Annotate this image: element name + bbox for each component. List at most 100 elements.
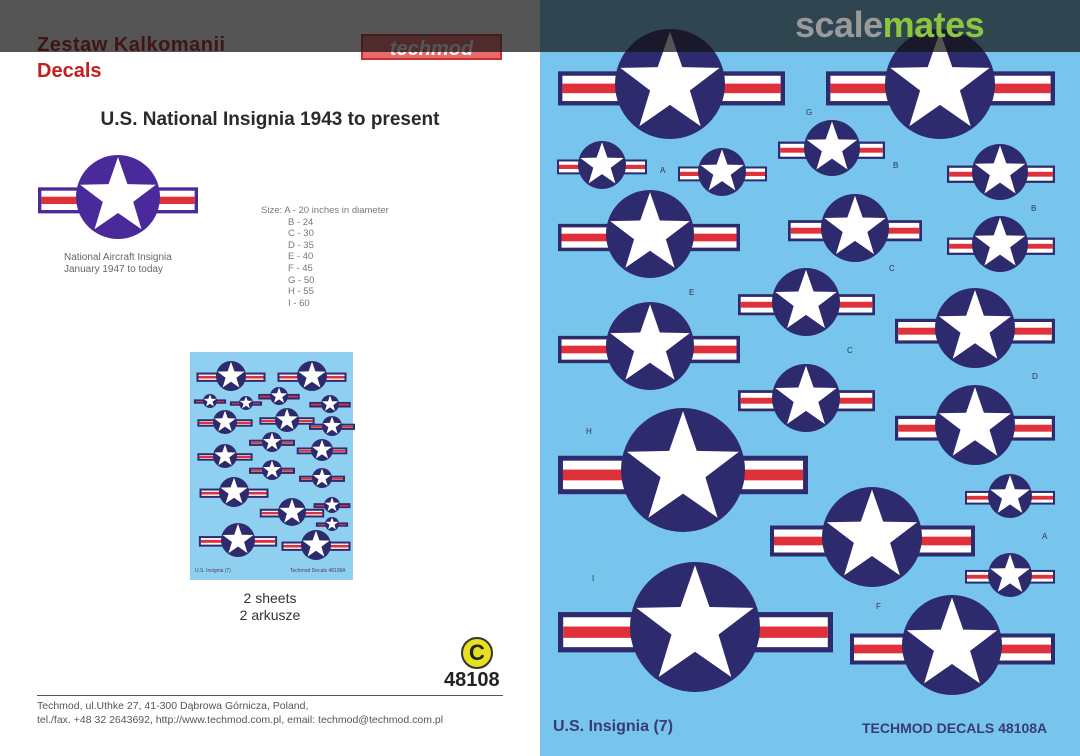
size-letter-label: B bbox=[893, 161, 899, 170]
star-icon bbox=[938, 387, 1012, 456]
national-insignia bbox=[196, 361, 266, 391]
national-insignia bbox=[558, 29, 785, 139]
national-insignia bbox=[778, 120, 885, 176]
product-code: 48108 bbox=[444, 669, 500, 691]
national-insignia bbox=[947, 144, 1055, 200]
national-insignia bbox=[558, 190, 740, 278]
star-icon bbox=[325, 517, 339, 530]
size-item: F - 45 bbox=[288, 262, 313, 274]
star-icon bbox=[279, 498, 305, 523]
size-letter-label: E bbox=[689, 288, 695, 297]
national-insignia bbox=[965, 474, 1055, 518]
star-icon bbox=[990, 554, 1030, 592]
star-icon bbox=[203, 394, 217, 407]
size-letter-label: I bbox=[592, 574, 595, 583]
title-english: Decals bbox=[37, 60, 102, 82]
star-icon bbox=[775, 365, 837, 425]
sheet-footer-left: U.S. Insignia (7) bbox=[553, 718, 674, 735]
national-insignia bbox=[197, 444, 253, 468]
star-icon bbox=[323, 416, 341, 434]
size-item: H - 55 bbox=[288, 286, 314, 298]
national-insignia bbox=[258, 387, 300, 405]
size-letter-label: G bbox=[806, 108, 813, 117]
national-insignia bbox=[850, 595, 1055, 695]
size-letter-label: C bbox=[889, 264, 895, 273]
sheets-note: 2 sheets 2 arkusze bbox=[0, 590, 540, 624]
star-icon bbox=[302, 530, 330, 557]
national-insignia bbox=[770, 487, 975, 587]
national-insignia bbox=[193, 394, 227, 408]
star-icon bbox=[806, 121, 858, 170]
divider bbox=[37, 695, 503, 696]
size-list: Size: A - 20 inches in diameter B - 24 C… bbox=[261, 205, 389, 309]
address: Techmod, ul.Uthke 27, 41-300 Dąbrowa Gór… bbox=[37, 699, 443, 727]
star-icon bbox=[321, 395, 339, 411]
size-item: D - 35 bbox=[288, 239, 314, 251]
star-icon bbox=[610, 304, 690, 380]
star-icon bbox=[217, 361, 245, 388]
scalemates-watermark: scalemates bbox=[795, 4, 985, 46]
size-letter-label: F bbox=[876, 602, 881, 611]
star-icon bbox=[620, 31, 720, 127]
size-letter-label: A bbox=[1042, 532, 1048, 541]
national-insignia bbox=[299, 468, 345, 488]
national-insignia bbox=[558, 302, 740, 390]
star-icon bbox=[276, 408, 298, 430]
star-icon bbox=[974, 145, 1026, 194]
star-icon bbox=[239, 396, 253, 409]
national-insignia bbox=[788, 194, 922, 262]
address-line: Techmod, ul.Uthke 27, 41-300 Dąbrowa Gór… bbox=[37, 700, 309, 712]
national-insignia bbox=[259, 408, 315, 432]
national-insignia bbox=[557, 141, 647, 189]
national-insignia bbox=[249, 432, 295, 452]
star-icon bbox=[263, 460, 281, 478]
star-icon bbox=[222, 523, 254, 554]
star-icon bbox=[890, 31, 990, 127]
national-insignia bbox=[826, 29, 1055, 139]
star-icon bbox=[610, 192, 690, 268]
page-title: U.S. National Insignia 1943 to present bbox=[100, 109, 440, 130]
national-insignia bbox=[965, 553, 1055, 597]
star-icon bbox=[990, 475, 1030, 513]
national-insignia bbox=[199, 477, 269, 507]
star-icon bbox=[263, 432, 281, 450]
size-letter-label: A bbox=[660, 166, 666, 175]
copyright-icon: C bbox=[461, 637, 493, 669]
size-item: E - 40 bbox=[288, 251, 314, 263]
national-insignia bbox=[947, 216, 1055, 272]
national-insignia bbox=[738, 268, 875, 336]
star-icon bbox=[313, 468, 331, 486]
mini-sheet-right-label: Techmod Decals 48108A bbox=[290, 568, 346, 574]
national-insignia bbox=[229, 396, 263, 410]
watermark-bar bbox=[0, 0, 1080, 52]
size-item: C - 30 bbox=[288, 228, 314, 240]
address-line: tel./fax. +48 32 2643692, http://www.tec… bbox=[37, 714, 444, 726]
size-letter-label: C bbox=[847, 346, 853, 355]
star-icon bbox=[214, 410, 236, 432]
national-insignia bbox=[558, 408, 808, 532]
star-icon bbox=[312, 439, 332, 459]
sheets-pl: 2 arkusze bbox=[239, 607, 301, 623]
star-icon bbox=[214, 444, 236, 466]
national-insignia bbox=[309, 395, 351, 413]
star-icon bbox=[906, 597, 998, 684]
watermark-part: mates bbox=[882, 4, 985, 45]
size-item: I - 60 bbox=[288, 297, 310, 309]
national-insignia bbox=[38, 155, 198, 239]
watermark-part: scale bbox=[795, 4, 883, 45]
instruction-page: Zestaw Kalkomanii Decals techmod U.S. Na… bbox=[0, 34, 540, 727]
size-letter-label: B bbox=[1031, 204, 1037, 213]
star-icon bbox=[775, 269, 837, 329]
size-item: Size: A - 20 inches in diameter bbox=[261, 205, 389, 216]
star-icon bbox=[824, 195, 886, 255]
star-icon bbox=[220, 477, 248, 504]
national-insignia bbox=[197, 410, 253, 434]
national-insignia bbox=[313, 497, 351, 513]
national-insignia bbox=[678, 148, 767, 196]
national-insignia bbox=[198, 523, 278, 557]
star-icon bbox=[636, 565, 754, 677]
star-icon bbox=[580, 142, 624, 184]
insignia-caption: National Aircraft Insignia January 1947 … bbox=[64, 252, 172, 276]
star-icon bbox=[324, 497, 340, 512]
national-insignia bbox=[558, 562, 833, 692]
